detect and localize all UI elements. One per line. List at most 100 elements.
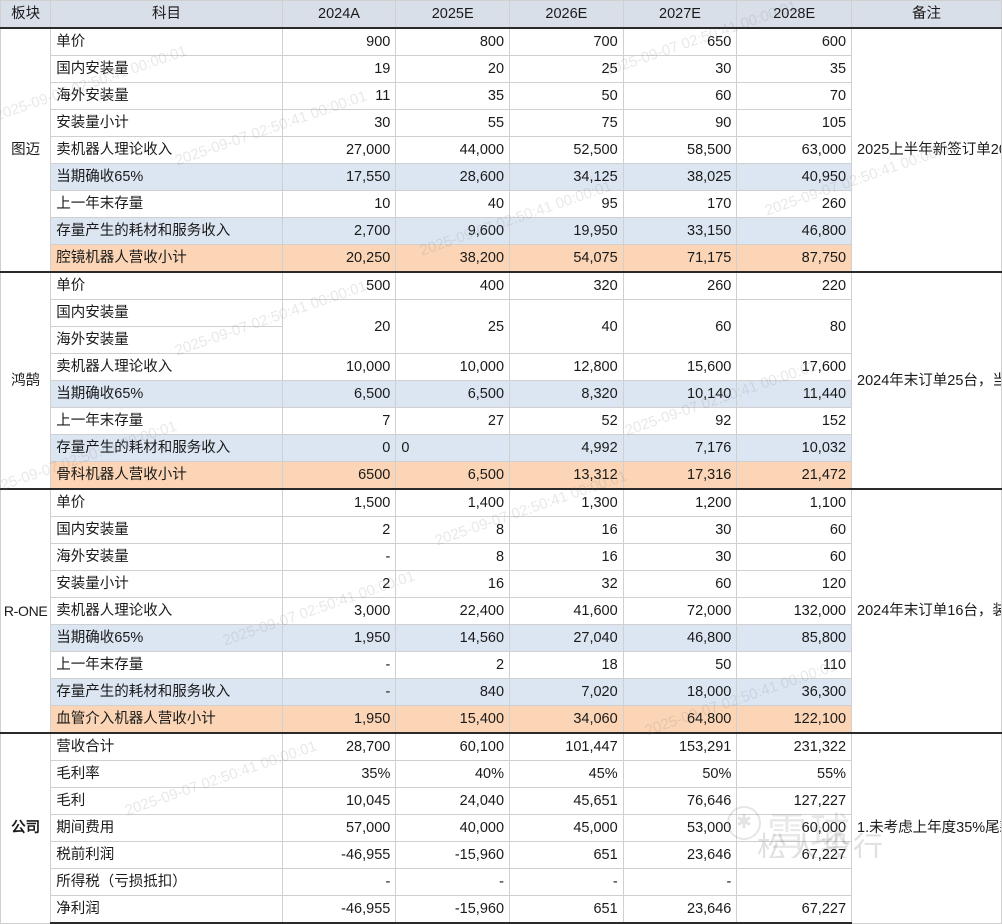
cell-value: 6500: [281, 461, 397, 490]
cell-value: 14,560: [395, 624, 511, 652]
cell-value: 35: [395, 82, 511, 110]
table-row: 上一年末存量 10 40 95 170 260: [1, 190, 1002, 218]
cell-value: 18: [509, 651, 624, 679]
table-row: 海外安装量 -8 16 30 60: [1, 543, 1002, 571]
cell-value: 500: [281, 271, 397, 300]
cell-value: 15,600: [622, 353, 738, 381]
cell-value: 36,300: [736, 678, 853, 706]
cell-value: -46,955: [281, 841, 397, 869]
cell-value: 21,472: [736, 461, 853, 490]
cell-value: 60,000: [736, 814, 853, 842]
cell-value: 30: [622, 516, 738, 544]
cell-value: 0: [281, 434, 397, 462]
cell-value: 32: [509, 570, 624, 598]
header-row: 板块 科目 2024A 2025E 2026E 2027E 2028E 备注: [0, 0, 1002, 29]
cell-value: -: [281, 543, 397, 571]
cell-value: 80: [736, 299, 853, 354]
row-item-label: 当期确收65%: [50, 624, 283, 652]
cell-value: 10,045: [281, 787, 397, 815]
table-row: 存量产生的耗材和服务收入 2,700 9,600 19,950 33,150 46,800: [1, 217, 1002, 245]
table-row: 期间费用 57,000 40,000 45,000 53,000 60,000: [1, 814, 1002, 842]
table-row: 安装量小计 30 55 75 90 105: [1, 109, 1002, 137]
row-item-label: 海外安装量: [50, 326, 283, 354]
cell-value: 22,400: [395, 597, 511, 625]
block-label-0: 图迈: [0, 27, 52, 273]
cell-value: 132,000: [736, 597, 853, 625]
row-item-label: 当期确收65%: [50, 380, 283, 408]
cell-value: 92: [622, 407, 738, 435]
cell-value: 6,500: [395, 380, 511, 408]
cell-value: 153,291: [622, 732, 738, 761]
cell-value: 52: [509, 407, 624, 435]
cell-value: 55%: [736, 760, 853, 788]
cell-value: 45%: [509, 760, 624, 788]
cell-value: 9,600: [395, 217, 511, 245]
cell-value: 44,000: [395, 136, 511, 164]
cell-value: 60,100: [395, 732, 511, 761]
cell-value: -: [509, 868, 624, 896]
cell-value: 34,060: [509, 705, 624, 734]
cell-value: 75: [509, 109, 624, 137]
cell-value: 64,800: [622, 705, 738, 734]
cell-value: 67,227: [736, 895, 853, 924]
table-row: 上一年末存量 7 27 52 92 152: [1, 407, 1002, 435]
cell-value: 40%: [395, 760, 511, 788]
cell-value: 20: [395, 55, 511, 83]
row-item-label: 海外安装量: [50, 82, 283, 110]
row-item-label: 骨科机器人营收小计: [50, 461, 283, 490]
row-item-label: 当期确收65%: [50, 163, 283, 191]
table-row: 国内安装量 20 25 40 60 80: [1, 299, 1002, 354]
cell-value: 55: [395, 109, 511, 137]
column-header-item: 科目: [50, 0, 283, 29]
cell-value: 1,500: [281, 488, 397, 517]
cell-value: 60: [622, 299, 738, 354]
cell-value: 67,227: [736, 841, 853, 869]
cell-value: 7,020: [509, 678, 624, 706]
row-item-label: 存量产生的耗材和服务收入: [50, 678, 283, 706]
block-label-3: 公司: [0, 732, 52, 924]
cell-value: 20: [281, 299, 397, 354]
table-row: 毛利率 35% 40% 45% 50% 55%: [1, 760, 1002, 788]
table-row: 卖机器人理论收入 10,000 10,000 12,800 15,600 17,600: [1, 353, 1002, 381]
cell-value: 70: [736, 82, 853, 110]
table-row: 国内安装量 2 8 16 30 60: [1, 516, 1002, 544]
cell-value: 170: [622, 190, 738, 218]
cell-value: 60: [622, 570, 738, 598]
cell-value: 60: [736, 543, 853, 571]
cell-value: 1,950: [281, 705, 397, 734]
row-item-label: 上一年末存量: [50, 651, 283, 679]
cell-value: 45,651: [509, 787, 624, 815]
cell-value: 28,600: [395, 163, 511, 191]
row-item-label: 海外安装量: [50, 543, 283, 571]
cell-value: 72,000: [622, 597, 738, 625]
cell-value: 20,250: [281, 244, 397, 273]
cell-value: 320: [509, 271, 624, 300]
table-row: 海外安装量 11 35 50 60 70: [1, 82, 1002, 110]
cell-value: 60: [736, 516, 853, 544]
table-row: 毛利 10,045 24,040 45,651 76,646 127,227: [1, 787, 1002, 815]
cell-value: 30: [281, 109, 397, 137]
row-item-label: 上一年末存量: [50, 407, 283, 435]
table-body: 图迈单价9008007006506002025上半年新签订单20，全年假设装机5…: [0, 27, 1002, 924]
cell-value: 40,950: [736, 163, 853, 191]
cell-value: 120: [736, 570, 853, 598]
table-row: 安装量小计 2 16 32 60 120: [1, 570, 1002, 598]
cell-value: 46,800: [622, 624, 738, 652]
column-header-block: 板块: [0, 0, 52, 29]
cell-value: 4,992: [509, 434, 624, 462]
cell-value: 260: [622, 271, 738, 300]
cell-value: 28,700: [281, 732, 397, 761]
cell-value: 35: [736, 55, 853, 83]
row-item-label: 卖机器人理论收入: [50, 597, 283, 625]
row-item-label: 期间费用: [50, 814, 283, 842]
cell-value: 101,447: [509, 732, 624, 761]
cell-value: 1,200: [622, 488, 738, 517]
cell-value: 50: [622, 651, 738, 679]
cell-value: 38,025: [622, 163, 738, 191]
cell-value: 110: [736, 651, 853, 679]
column-header-2027e: 2027E: [622, 0, 738, 29]
cell-value: [736, 868, 853, 896]
cell-value: 16: [395, 570, 511, 598]
